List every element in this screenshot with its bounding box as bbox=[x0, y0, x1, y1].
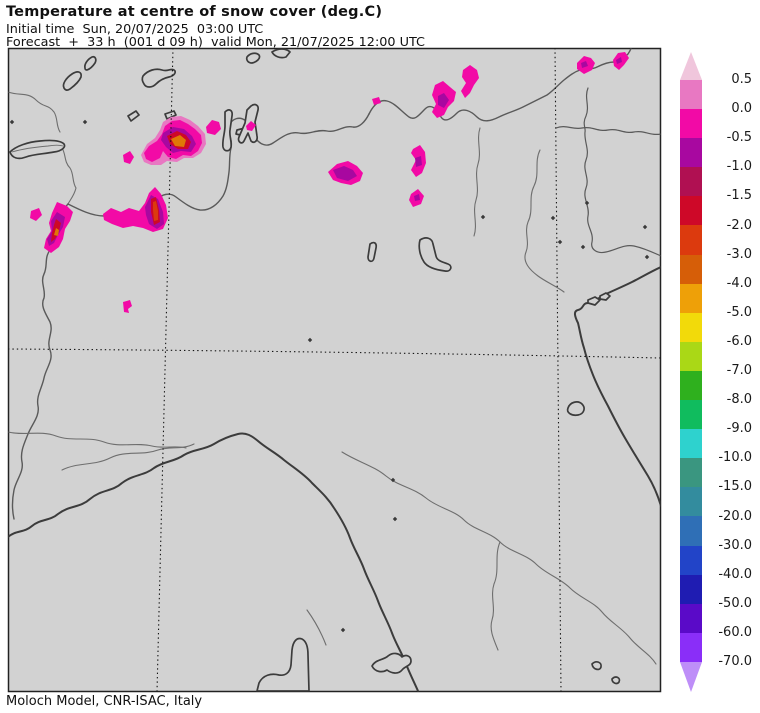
snow-patch bbox=[123, 151, 134, 164]
colorbar-segment--2.0 bbox=[680, 225, 702, 255]
border-austria-italy bbox=[368, 48, 632, 122]
border-carnic bbox=[555, 125, 661, 136]
border-region-northeast bbox=[524, 149, 565, 293]
snow-patch bbox=[372, 97, 381, 105]
elba-island bbox=[371, 652, 412, 674]
graticule-parallel bbox=[8, 348, 661, 359]
lake-geneva bbox=[9, 139, 66, 160]
colorbar-segment--60.0 bbox=[680, 632, 702, 662]
lake-thun bbox=[127, 110, 140, 122]
lake-garda bbox=[418, 237, 452, 272]
snow-core-coldest bbox=[171, 135, 186, 147]
graticule-meridian-west bbox=[156, 48, 174, 692]
snow-core-cold bbox=[414, 194, 420, 201]
border-region-trentino bbox=[473, 127, 481, 237]
border-apennines bbox=[341, 451, 657, 665]
lake-neuchatel bbox=[62, 71, 82, 91]
snow-patch bbox=[30, 208, 42, 221]
colorbar-segment--6.0 bbox=[680, 341, 702, 371]
colorbar-segment--8.0 bbox=[680, 400, 702, 430]
colorbar-segment--1.5 bbox=[680, 196, 702, 226]
snow-patch bbox=[123, 300, 132, 313]
snow-core-cold bbox=[438, 93, 449, 108]
forecast-line: Forecast + 33 h (001 d 09 h) valid Mon, … bbox=[6, 35, 425, 50]
snow-core-coldest bbox=[153, 201, 158, 221]
colorbar-segment--7.0 bbox=[680, 370, 702, 401]
border-region-piedmont bbox=[8, 431, 187, 449]
colorbar-segment--50.0 bbox=[680, 603, 702, 633]
snow-core-cold bbox=[616, 57, 622, 64]
colorbar-over-arrow bbox=[680, 52, 702, 80]
coastline-ligurian-tuscan bbox=[8, 432, 419, 692]
snow-patch bbox=[246, 121, 256, 131]
border-tuscany-branch bbox=[490, 541, 501, 651]
small-island bbox=[591, 661, 602, 671]
lake-iseo bbox=[367, 241, 378, 263]
border-jura bbox=[8, 91, 61, 133]
ligurian-sea-arc bbox=[306, 609, 327, 646]
snow-cover-areas bbox=[30, 52, 629, 313]
border-geneva-east bbox=[61, 147, 77, 205]
model-credit: Moloch Model, CNR-ISAC, Italy bbox=[6, 694, 203, 709]
colorbar-segment--5.0 bbox=[680, 312, 702, 342]
map-frame bbox=[7, 47, 662, 693]
lake-brienz bbox=[164, 110, 177, 120]
colorbar-segment--0.5 bbox=[680, 138, 702, 168]
small-island bbox=[611, 676, 621, 685]
lake-maggiore bbox=[221, 109, 233, 152]
venice-lagoon bbox=[587, 296, 601, 306]
colorbar-segment--3.0 bbox=[680, 254, 702, 284]
colorbar-segment-0.0 bbox=[680, 109, 702, 139]
lake-lucerne bbox=[141, 68, 177, 88]
colorbar-segment--9.0 bbox=[680, 429, 702, 459]
chart-title: Temperature at centre of snow cover (deg… bbox=[6, 4, 383, 20]
venice-lagoon bbox=[599, 292, 611, 301]
colorbar-segment--20.0 bbox=[680, 516, 702, 546]
initial-time-line: Initial time Sun, 20/07/2025 03:00 UTC bbox=[6, 22, 264, 37]
graticule-meridian-east bbox=[554, 48, 562, 692]
lake-zurich bbox=[271, 48, 291, 59]
colorbar-segment--40.0 bbox=[680, 574, 702, 604]
border-region-liguria bbox=[61, 443, 195, 471]
snow-core-cold bbox=[415, 156, 422, 167]
colorbar bbox=[680, 52, 702, 692]
snow-core-coldest bbox=[54, 228, 59, 236]
snow-patch bbox=[206, 120, 221, 135]
colorbar-segment--15.0 bbox=[680, 487, 702, 517]
comacchio-lagoon bbox=[566, 401, 585, 417]
lake-biel bbox=[84, 55, 97, 71]
colorbar-under-arrow bbox=[680, 661, 702, 692]
colorbar-segment-0.5 bbox=[680, 80, 702, 110]
colorbar-segment--4.0 bbox=[680, 283, 702, 313]
lake-zug bbox=[245, 52, 261, 64]
snow-core-cold bbox=[333, 166, 357, 181]
snow-patch bbox=[461, 65, 479, 98]
snow-core-cold bbox=[581, 61, 588, 68]
lake-geneva-borderline bbox=[11, 144, 64, 153]
corsica-cape bbox=[256, 637, 310, 692]
colorbar-segment--30.0 bbox=[680, 545, 702, 575]
colorbar-segment--10.0 bbox=[680, 458, 702, 488]
colorbar-segment--1.0 bbox=[680, 167, 702, 197]
